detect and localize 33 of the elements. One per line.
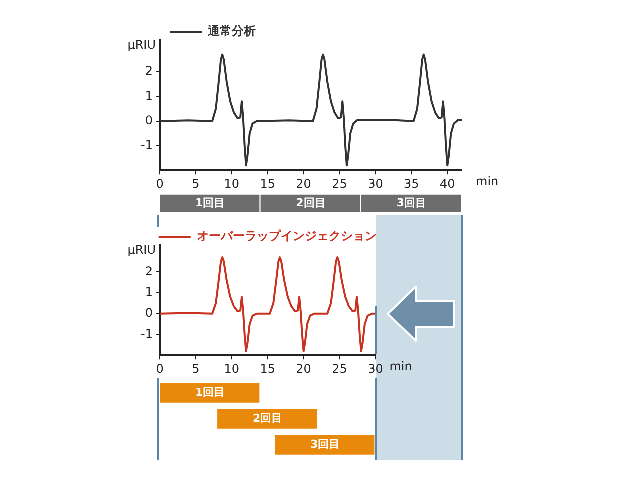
- y-tick-label: 2: [145, 264, 153, 278]
- x-tick-label: 5: [192, 176, 200, 191]
- y-axis-title: µRIU: [128, 243, 156, 258]
- y-tick-label: 0: [145, 113, 153, 128]
- x-tick-label: 35: [404, 176, 420, 191]
- y-tick-label: 0: [145, 306, 153, 320]
- series-label: 2回目: [296, 196, 326, 210]
- y-tick-label: -1: [141, 326, 153, 341]
- series-label: 1回目: [196, 196, 226, 210]
- legend-label: オーバーラップインジェクション: [196, 229, 377, 244]
- y-tick-label: -1: [141, 138, 153, 152]
- x-tick-label: 25: [332, 176, 348, 191]
- x-tick-label: 25: [332, 362, 348, 376]
- series-label: 3回目: [396, 196, 426, 210]
- x-tick-label: 5: [192, 362, 200, 376]
- x-axis-title: min: [476, 174, 499, 189]
- x-axis-title: min: [390, 360, 412, 374]
- x-tick-label: 15: [260, 176, 276, 191]
- y-tick-label: 2: [145, 64, 153, 78]
- x-tick-label: 30: [368, 362, 384, 376]
- x-tick-label: 20: [296, 362, 312, 376]
- x-tick-label: 10: [224, 362, 240, 376]
- x-tick-label: 15: [260, 362, 276, 376]
- legend-label: 通常分析: [207, 24, 256, 38]
- x-tick-label: 10: [224, 176, 240, 191]
- x-tick-label: 40: [440, 176, 456, 191]
- x-tick-label: 0: [156, 176, 164, 191]
- x-tick-label: 20: [296, 176, 312, 191]
- x-tick-label: 0: [156, 362, 164, 376]
- y-axis-title: µRIU: [128, 38, 156, 52]
- y-tick-label: 1: [145, 88, 153, 103]
- y-tick-label: 1: [145, 285, 153, 300]
- x-tick-label: 30: [368, 176, 384, 191]
